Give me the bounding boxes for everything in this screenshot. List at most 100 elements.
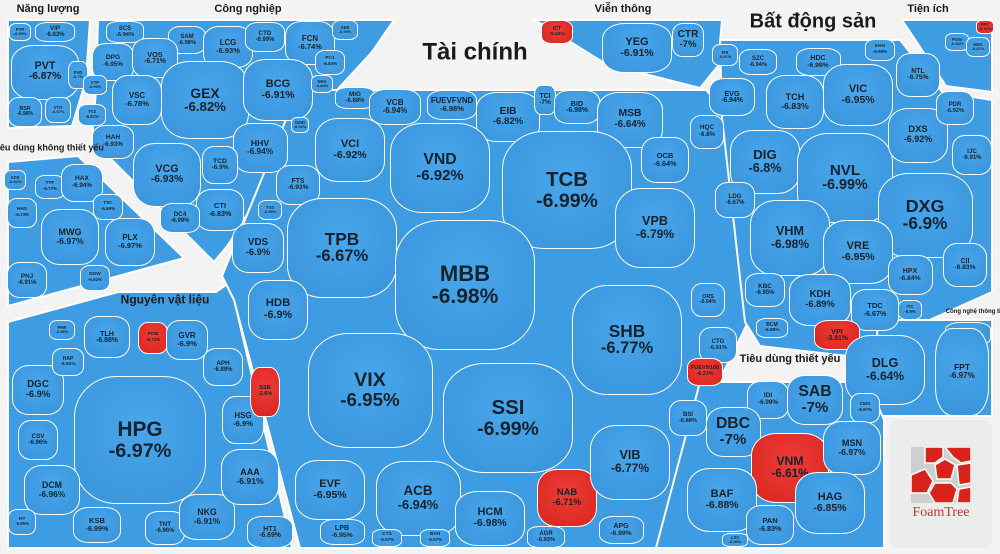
cell-plx[interactable]: PLX -6.97%: [105, 218, 155, 266]
cell-vnd[interactable]: VND -6.92%: [390, 123, 490, 213]
cell-pdr[interactable]: PDR -6.92%: [936, 91, 974, 125]
cell-idi[interactable]: IDI -6.99%: [747, 381, 789, 419]
cell-hhv[interactable]: HHV -6.94%: [232, 123, 288, 173]
cell-gee[interactable]: GEE -6.99%: [332, 20, 358, 40]
cell-sam[interactable]: SAM -6.98%: [168, 26, 206, 54]
cell-bvh[interactable]: BVH -6.97%: [420, 529, 450, 547]
cell-fit[interactable]: FIT -6.85%: [8, 509, 36, 535]
cell-dpg[interactable]: DPG -6.95%: [92, 43, 134, 81]
cell-kdh[interactable]: KDH -6.89%: [789, 274, 851, 326]
cell-dc4[interactable]: DC4 -6.99%: [160, 203, 200, 233]
cell-nkg[interactable]: NKG -6.91%: [179, 494, 235, 540]
cell-pow[interactable]: POW -6.84%: [945, 33, 969, 51]
cell-vhm[interactable]: VHM -6.98%: [750, 200, 830, 276]
cell-gvr[interactable]: GVR -6.9%: [166, 320, 208, 360]
cell-tch[interactable]: TCH -6.83%: [766, 75, 824, 129]
cell-vpb[interactable]: VPB -6.79%: [615, 188, 695, 268]
cell-shb[interactable]: SHB -6.77%: [572, 285, 682, 395]
cell-scs[interactable]: SCS -6.94%: [106, 21, 144, 43]
cell-vtp[interactable]: VTP -6.99%: [83, 75, 107, 95]
cell-apg[interactable]: APG -6.99%: [598, 516, 644, 544]
cell-bcg[interactable]: BCG -6.91%: [243, 59, 313, 121]
cell-gex[interactable]: GEX -6.82%: [161, 61, 249, 139]
cell-tci[interactable]: TCI -7%: [534, 85, 556, 115]
cell-pcm[interactable]: PCM -6.71%: [138, 322, 168, 354]
cell-tsc[interactable]: TSC -6.69%: [93, 194, 123, 220]
cell-ctg[interactable]: CTG -6.91%: [699, 327, 737, 363]
cell-ksb[interactable]: KSB -6.99%: [73, 507, 121, 543]
cell-lpb[interactable]: LPB -6.95%: [319, 519, 365, 545]
cell-fpt[interactable]: FPT -6.97%: [935, 328, 989, 416]
cell-yeg[interactable]: YEG -6.91%: [602, 23, 672, 73]
cell-hhs[interactable]: HHS -6.73%: [7, 198, 37, 228]
cell-ntl[interactable]: NTL -6.75%: [896, 53, 940, 97]
cell-fuevn100[interactable]: FUEVN100 -6.23%: [687, 358, 723, 386]
cell-agr[interactable]: AGR -6.93%: [527, 526, 565, 548]
cell-hpx[interactable]: HPX -6.84%: [887, 255, 933, 295]
cell-vix[interactable]: VIX -6.95%: [307, 332, 433, 448]
cell-tvs[interactable]: TVS -6.98%: [258, 200, 282, 220]
cell-phr[interactable]: PHR -6.98%: [49, 320, 75, 340]
cell-tlh[interactable]: TLH -6.88%: [84, 316, 130, 358]
cell-fuevfvnd[interactable]: FUEVFVND -6.98%: [427, 90, 477, 120]
cell-hqc[interactable]: HQC -6.8%: [690, 115, 724, 149]
cell-ocb[interactable]: OCB -6.64%: [641, 137, 689, 183]
cell-bid[interactable]: BID -6.98%: [554, 90, 600, 124]
cell-hap[interactable]: HAP -6.94%: [52, 348, 84, 376]
foamtree-logo[interactable]: FoamTree: [890, 420, 992, 548]
cell-hag[interactable]: HAG -6.85%: [795, 472, 865, 534]
cell-vto[interactable]: VTO -6.67%: [45, 97, 71, 123]
cell-acb[interactable]: ACB -6.94%: [375, 460, 461, 536]
cell-cmx[interactable]: CMX -6.97%: [850, 393, 880, 423]
cell-hpg[interactable]: HPG -6.97%: [74, 376, 206, 504]
cell-pc1[interactable]: PC1 -6.84%: [315, 49, 345, 75]
cell-tcb[interactable]: TCB -6.99%: [502, 131, 632, 249]
cell-dig[interactable]: DIG -6.8%: [730, 130, 800, 194]
cell-ctr[interactable]: CTR -7%: [672, 23, 704, 57]
cell-pan[interactable]: PAN -6.83%: [746, 505, 794, 545]
cell-nab[interactable]: NAB -6.71%: [537, 469, 597, 527]
cell-ssi[interactable]: SSI -6.99%: [443, 363, 573, 473]
cell-vcg[interactable]: VCG -6.93%: [133, 143, 201, 207]
cell-hah[interactable]: HAH -6.93%: [92, 125, 134, 159]
cell-gmd[interactable]: GMD -6.92%: [291, 117, 309, 133]
cell-bcm[interactable]: BCM -6.88%: [756, 318, 788, 338]
cell-evg[interactable]: EVG -6.94%: [709, 78, 755, 116]
cell-vnm[interactable]: VNM -6.61%: [751, 433, 829, 503]
cell-vci[interactable]: VCI -6.92%: [315, 118, 385, 182]
cell-dcm[interactable]: DCM -6.96%: [24, 465, 80, 515]
cell-ssb[interactable]: SSB -2.6%: [250, 367, 280, 417]
cell-csv[interactable]: CSV -6.96%: [18, 420, 58, 460]
cell-hdb[interactable]: HDB -6.9%: [248, 280, 308, 340]
cell-kbc[interactable]: KBC -6.95%: [745, 273, 785, 307]
cell-bsi[interactable]: BSI -6.88%: [669, 400, 707, 436]
cell-pnj[interactable]: PNJ -6.91%: [7, 262, 47, 298]
cell-ht1[interactable]: HT1 -6.69%: [247, 516, 293, 548]
cell-msn[interactable]: MSN -6.97%: [823, 421, 881, 475]
cell-cti[interactable]: CTI -6.83%: [196, 189, 244, 231]
cell-hax[interactable]: HAX -6.94%: [61, 164, 103, 202]
cell-cii[interactable]: CII -6.83%: [943, 243, 987, 287]
cell-ors[interactable]: ORS -6.94%: [691, 283, 725, 317]
cell-aaa[interactable]: AAA -6.91%: [221, 449, 279, 505]
cell-vic[interactable]: VIC -6.95%: [823, 64, 893, 126]
cell-ctd[interactable]: CTD -6.99%: [245, 22, 285, 52]
cell-pvt[interactable]: PVT -6.87%: [11, 44, 79, 100]
cell-vds[interactable]: VDS -6.9%: [232, 223, 284, 273]
cell-hcm[interactable]: HCM -6.98%: [455, 490, 525, 546]
cell-szc[interactable]: SZC -6.94%: [739, 49, 777, 75]
cell-itc[interactable]: ITC -6.9%: [898, 300, 922, 320]
cell-vcb[interactable]: VCB -6.94%: [369, 89, 421, 125]
cell-tpb[interactable]: TPB -6.67%: [287, 198, 397, 298]
cell-ict[interactable]: ICT -5.34%: [541, 20, 573, 44]
cell-ldg[interactable]: LDG -6.67%: [715, 182, 755, 218]
cell-evf[interactable]: EVF -6.95%: [295, 460, 365, 520]
cell-ads[interactable]: ADS -6.92%: [4, 170, 26, 190]
cell-vib[interactable]: VIB -6.77%: [590, 424, 670, 500]
cell-tv2[interactable]: TV2 -6.91%: [78, 104, 106, 126]
cell-vip[interactable]: VIP -6.83%: [35, 22, 75, 42]
cell-fir[interactable]: FIR -6.97%: [712, 44, 738, 66]
cell-hdg[interactable]: HDG -6.87%: [966, 37, 990, 57]
cell-aph[interactable]: APH -6.89%: [203, 348, 243, 386]
cell-dgw[interactable]: DGW -6.92%: [80, 265, 110, 291]
